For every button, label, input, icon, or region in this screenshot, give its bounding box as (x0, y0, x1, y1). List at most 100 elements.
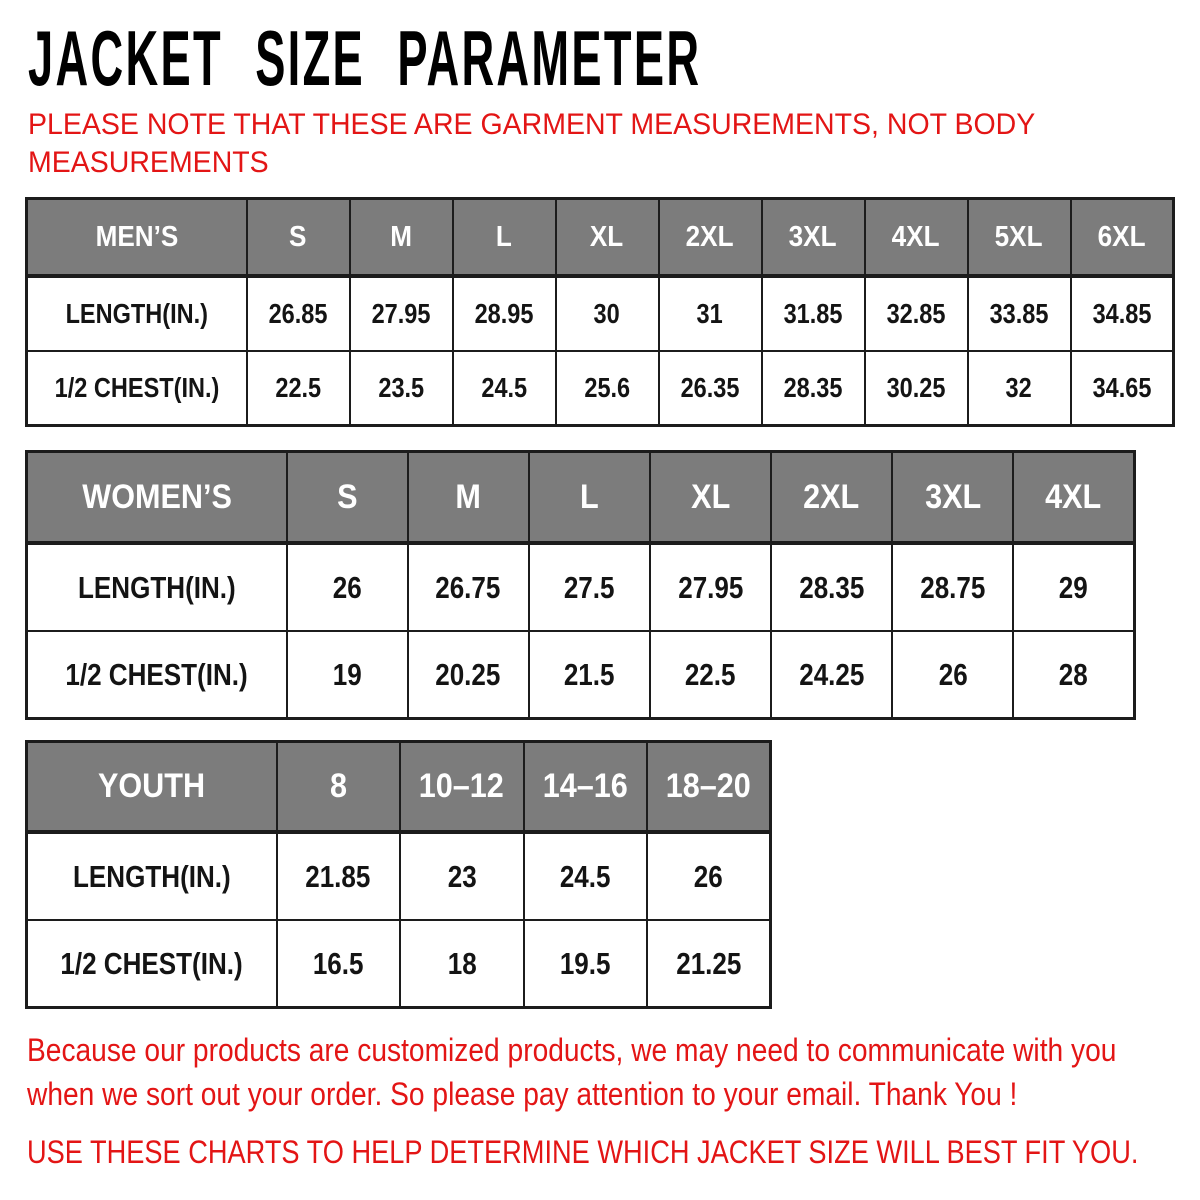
mens-value-1-4: 26.35 (657, 350, 763, 427)
womens-value-1-4-text: 24.25 (799, 656, 865, 692)
mens-size-header-8: 6XL (1069, 197, 1175, 278)
womens-value-0-3: 27.95 (648, 542, 773, 632)
mens-value-1-5-text: 28.35 (783, 372, 843, 403)
womens-size-header-2: L (527, 450, 651, 545)
womens-data-row-1: 1/2 CHEST(IN.) 19 20.25 21.5 22.5 24.25 26 28 (25, 630, 1136, 720)
womens-value-1-3: 22.5 (648, 630, 773, 720)
mens-value-0-7: 33.85 (966, 275, 1072, 352)
youth-size-header-0: 8 (275, 740, 401, 834)
mens-value-1-7-text: 32 (1005, 372, 1033, 403)
youth-table-label: YOUTH (25, 740, 278, 834)
womens-size-header-5-text: 3XL (924, 477, 981, 516)
youth-data-row-0: LENGTH(IN.) 21.85 23 24.5 26 (25, 831, 772, 921)
youth-value-1-2-text: 19.5 (559, 945, 611, 981)
youth-value-0-2-text: 24.5 (559, 858, 611, 894)
womens-value-0-2: 27.5 (527, 542, 651, 632)
womens-value-1-4: 24.25 (770, 630, 894, 720)
youth-value-1-1: 18 (399, 919, 525, 1009)
mens-value-1-1-text: 23.5 (378, 372, 424, 403)
womens-value-1-0: 19 (285, 630, 409, 720)
youth-value-1-3-text: 21.25 (675, 945, 742, 981)
youth-value-1-0-text: 16.5 (312, 945, 364, 981)
mens-value-0-8: 34.85 (1069, 275, 1175, 352)
mens-size-table: MEN’S S M L XL 2XL 3XL 4XL 5XL 6XL LENGTH(IN.) 26.8… (25, 197, 1175, 427)
womens-value-0-1-text: 26.75 (435, 569, 501, 605)
youth-value-0-1-text: 23 (447, 858, 477, 894)
youth-value-0-3: 26 (646, 831, 772, 921)
womens-row-label-1: 1/2 CHEST(IN.) (25, 630, 288, 720)
youth-size-header-2: 14–16 (522, 740, 648, 834)
youth-value-0-3-text: 26 (694, 858, 723, 894)
mens-value-1-5: 28.35 (760, 350, 866, 427)
mens-size-header-2-text: L (496, 220, 512, 253)
mens-value-0-4-text: 31 (696, 298, 724, 329)
mens-table-label: MEN’S (25, 197, 248, 278)
mens-size-header-0-text: S (289, 220, 307, 253)
customization-notice-line-1: Because our products are customized prod… (27, 1032, 1117, 1068)
youth-value-1-1-text: 18 (447, 945, 477, 981)
womens-value-0-0: 26 (285, 542, 409, 632)
womens-value-1-6-text: 28 (1059, 656, 1089, 692)
mens-value-1-6: 30.25 (863, 350, 969, 427)
youth-data-row-1: 1/2 CHEST(IN.) 16.5 18 19.5 21.25 (25, 919, 772, 1009)
womens-size-header-4: 2XL (770, 450, 894, 545)
womens-value-1-6: 28 (1012, 630, 1136, 720)
womens-value-0-0-text: 26 (332, 569, 362, 605)
mens-value-0-0-text: 26.85 (268, 298, 328, 329)
womens-value-1-3-text: 22.5 (685, 656, 736, 692)
womens-size-header-2-text: L (579, 477, 599, 516)
womens-size-header-1-text: M (455, 477, 481, 516)
mens-row-label-1-text: 1/2 CHEST(IN.) (54, 372, 220, 403)
mens-value-0-3: 30 (554, 275, 660, 352)
womens-value-1-2: 21.5 (527, 630, 651, 720)
youth-size-header-1: 10–12 (399, 740, 525, 834)
mens-header-row: MEN’S S M L XL 2XL 3XL 4XL 5XL 6XL (25, 197, 1175, 278)
womens-row-label-0: LENGTH(IN.) (25, 542, 288, 632)
youth-value-0-2: 24.5 (522, 831, 648, 921)
mens-value-0-2: 28.95 (451, 275, 557, 352)
mens-value-1-3-text: 25.6 (584, 372, 630, 403)
mens-size-header-7: 5XL (966, 197, 1072, 278)
womens-value-0-4: 28.35 (770, 542, 894, 632)
youth-size-table: YOUTH 8 10–12 14–16 18–20 LENGTH(IN.) 21.85 23 2… (25, 740, 772, 1009)
mens-value-0-5: 31.85 (760, 275, 866, 352)
mens-size-header-6-text: 4XL (892, 220, 940, 253)
customization-notice-line-2: when we sort out your order. So please p… (27, 1076, 1018, 1112)
womens-row-label-0-text: LENGTH(IN.) (77, 569, 236, 605)
womens-table-label-text: WOMEN’S (81, 477, 232, 516)
mens-data-row-1: 1/2 CHEST(IN.) 22.5 23.5 24.5 25.6 26.35 28.35… (25, 350, 1175, 427)
mens-value-1-4-text: 26.35 (680, 372, 740, 403)
womens-size-header-6: 4XL (1012, 450, 1136, 545)
mens-size-header-4-text: 2XL (686, 220, 734, 253)
womens-value-1-1-text: 20.25 (435, 656, 501, 692)
mens-value-1-0: 22.5 (245, 350, 351, 427)
womens-value-1-2-text: 21.5 (563, 656, 615, 692)
mens-size-header-5-text: 3XL (789, 220, 837, 253)
womens-data-row-0: LENGTH(IN.) 26 26.75 27.5 27.95 28.35 28.75 29 (25, 542, 1136, 632)
mens-row-label-1: 1/2 CHEST(IN.) (25, 350, 248, 427)
mens-size-header-8-text: 6XL (1097, 220, 1146, 253)
mens-size-header-1-text: M (390, 220, 412, 253)
womens-size-header-0: S (285, 450, 409, 545)
womens-table-label: WOMEN’S (25, 450, 288, 545)
youth-value-0-1: 23 (399, 831, 525, 921)
mens-size-header-3: XL (554, 197, 660, 278)
youth-row-label-0: LENGTH(IN.) (25, 831, 278, 921)
youth-value-0-0: 21.85 (275, 831, 401, 921)
mens-value-0-7-text: 33.85 (989, 298, 1049, 329)
mens-value-1-2: 24.5 (451, 350, 557, 427)
womens-value-0-2-text: 27.5 (563, 569, 615, 605)
womens-size-header-6-text: 4XL (1045, 477, 1102, 516)
youth-table-label-text: YOUTH (98, 767, 206, 805)
youth-row-label-1-text: 1/2 CHEST(IN.) (60, 945, 243, 981)
mens-size-header-1: M (348, 197, 454, 278)
mens-value-1-7: 32 (966, 350, 1072, 427)
mens-value-0-0: 26.85 (245, 275, 351, 352)
mens-table-label-text: MEN’S (95, 220, 179, 253)
womens-size-table: WOMEN’S S M L XL 2XL 3XL 4XL LENGTH(IN.) 26 26.75 2… (25, 450, 1136, 720)
mens-value-0-8-text: 34.85 (1092, 298, 1152, 329)
mens-size-header-6: 4XL (863, 197, 969, 278)
chart-usage-hint: USE THESE CHARTS TO HELP DETERMINE WHICH… (27, 1130, 1200, 1174)
mens-size-header-4: 2XL (657, 197, 763, 278)
